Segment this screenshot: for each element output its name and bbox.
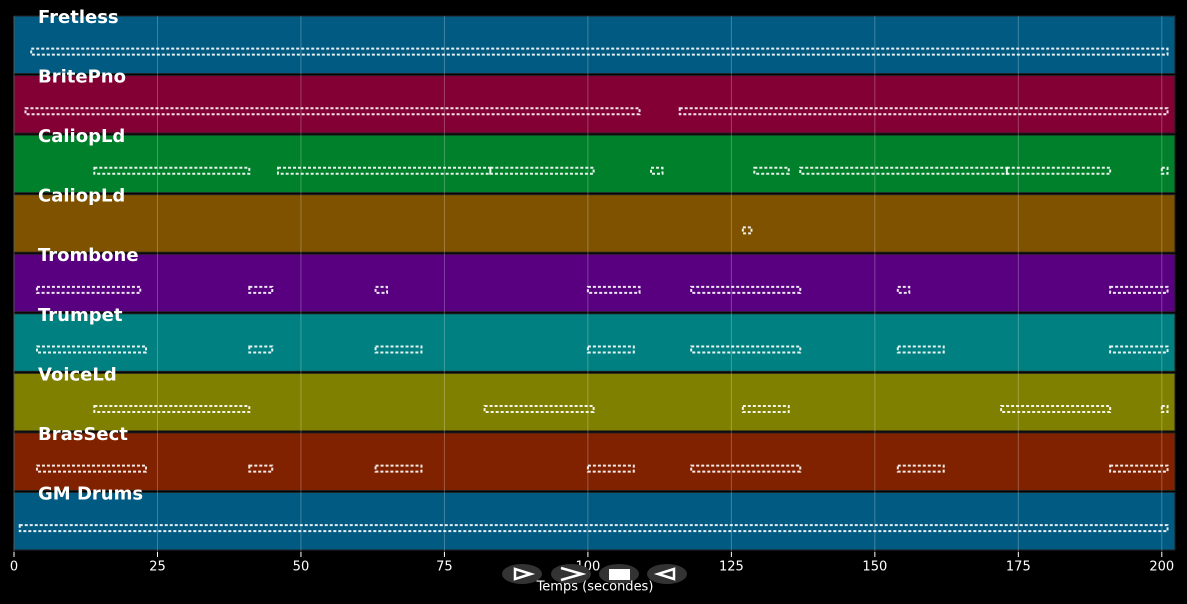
note-cluster bbox=[741, 226, 753, 235]
note-cluster bbox=[799, 166, 1008, 175]
note-cluster bbox=[1160, 166, 1169, 175]
track-lane bbox=[13, 194, 1176, 253]
note-cluster bbox=[35, 285, 142, 294]
track-lane bbox=[13, 491, 1176, 551]
note-cluster bbox=[586, 464, 635, 473]
note-cluster bbox=[896, 464, 945, 473]
note-cluster bbox=[690, 345, 802, 354]
play-button[interactable] bbox=[502, 564, 542, 584]
note-cluster bbox=[483, 405, 595, 414]
note-cluster bbox=[248, 464, 274, 473]
track-lane bbox=[13, 134, 1176, 194]
note-cluster bbox=[24, 107, 641, 116]
x-tick-label: 125 bbox=[719, 560, 744, 575]
note-cluster bbox=[1160, 405, 1169, 414]
note-cluster bbox=[1109, 285, 1169, 294]
stop-icon bbox=[609, 569, 630, 580]
note-cluster bbox=[741, 405, 790, 414]
note-cluster bbox=[896, 345, 945, 354]
track-lane bbox=[13, 313, 1176, 372]
note-cluster bbox=[690, 285, 802, 294]
note-cluster bbox=[586, 285, 641, 294]
track-name: Fretless bbox=[38, 7, 119, 28]
x-tick-label: 175 bbox=[1006, 560, 1031, 575]
note-cluster bbox=[93, 166, 251, 175]
track-name: Trumpet bbox=[38, 305, 123, 326]
track-lane bbox=[13, 432, 1176, 491]
note-cluster bbox=[93, 405, 251, 414]
note-cluster bbox=[1109, 464, 1169, 473]
note-cluster bbox=[690, 464, 802, 473]
note-cluster bbox=[374, 464, 423, 473]
x-tick-label: 25 bbox=[149, 560, 166, 575]
note-cluster bbox=[1000, 405, 1112, 414]
track-name: Trombone bbox=[38, 245, 139, 266]
note-cluster bbox=[753, 166, 790, 175]
note-cluster bbox=[248, 345, 274, 354]
track-name: CaliopLd bbox=[38, 126, 125, 147]
tracks: Fretless BritePno CaliopLd CaliopLd Trombone… bbox=[13, 7, 1176, 552]
x-tick-label: 0 bbox=[10, 560, 18, 575]
x-tick-label: 200 bbox=[1149, 560, 1174, 575]
note-cluster bbox=[1005, 166, 1112, 175]
track-name: BritePno bbox=[38, 67, 126, 88]
track-name: BrasSect bbox=[38, 424, 128, 445]
note-cluster bbox=[896, 285, 911, 294]
x-tick-label: 150 bbox=[862, 560, 887, 575]
note-cluster bbox=[374, 285, 389, 294]
track-lane bbox=[13, 253, 1176, 313]
x-axis: 0 25 50 75 100 125 150 175 200 bbox=[10, 552, 1174, 575]
note-cluster bbox=[489, 166, 595, 175]
note-cluster bbox=[35, 345, 147, 354]
x-tick-label: 75 bbox=[436, 560, 453, 575]
playback-controls bbox=[502, 564, 687, 584]
note-cluster bbox=[1109, 345, 1169, 354]
track-name: CaliopLd bbox=[38, 186, 125, 207]
forward-icon bbox=[560, 566, 587, 582]
track-name: VoiceLd bbox=[38, 364, 117, 385]
x-axis-label: Temps (secondes) bbox=[536, 580, 654, 595]
note-cluster bbox=[30, 47, 1169, 56]
track-name: GM Drums bbox=[38, 483, 143, 504]
note-cluster bbox=[35, 464, 147, 473]
track-lane bbox=[13, 75, 1176, 134]
note-cluster bbox=[248, 285, 274, 294]
note-cluster bbox=[18, 524, 1169, 533]
play-icon bbox=[513, 567, 536, 581]
note-cluster bbox=[650, 166, 664, 175]
note-cluster bbox=[586, 345, 635, 354]
back-button[interactable] bbox=[647, 564, 687, 584]
track-lane bbox=[13, 15, 1176, 75]
track-lane bbox=[13, 372, 1176, 432]
note-cluster bbox=[678, 107, 1169, 116]
note-cluster bbox=[374, 345, 423, 354]
x-tick-label: 50 bbox=[293, 560, 310, 575]
back-icon bbox=[653, 567, 676, 581]
